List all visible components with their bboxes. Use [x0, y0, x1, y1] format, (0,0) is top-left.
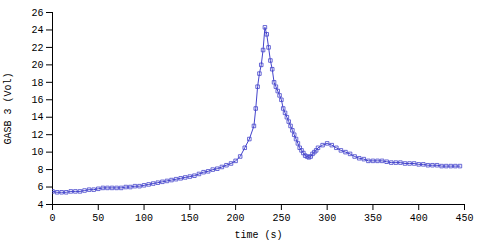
- svg-text:10: 10: [31, 147, 43, 158]
- svg-text:450: 450: [455, 213, 473, 224]
- svg-text:14: 14: [31, 112, 43, 123]
- svg-text:50: 50: [92, 213, 104, 224]
- svg-text:16: 16: [31, 95, 43, 106]
- svg-text:22: 22: [31, 43, 43, 54]
- svg-text:8: 8: [37, 165, 43, 176]
- svg-text:400: 400: [410, 213, 428, 224]
- svg-text:350: 350: [364, 213, 382, 224]
- svg-text:250: 250: [272, 213, 290, 224]
- svg-text:4: 4: [37, 200, 43, 211]
- svg-text:300: 300: [318, 213, 336, 224]
- svg-text:6: 6: [37, 182, 43, 193]
- svg-text:20: 20: [31, 60, 43, 71]
- svg-text:time (s): time (s): [234, 230, 282, 240]
- svg-text:12: 12: [31, 130, 43, 141]
- svg-text:26: 26: [31, 8, 43, 19]
- svg-text:200: 200: [227, 213, 245, 224]
- svg-text:18: 18: [31, 78, 43, 89]
- svg-text:GASB 3 (Vol): GASB 3 (Vol): [3, 72, 14, 144]
- svg-text:0: 0: [49, 213, 55, 224]
- svg-text:150: 150: [181, 213, 199, 224]
- svg-text:100: 100: [135, 213, 153, 224]
- svg-text:24: 24: [31, 25, 43, 36]
